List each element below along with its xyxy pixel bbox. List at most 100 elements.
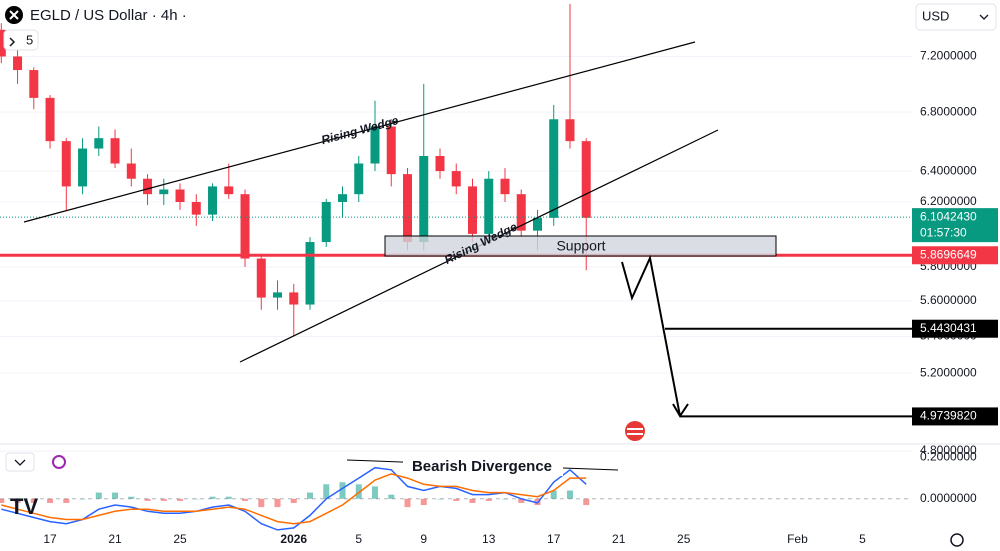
histogram-bar: [290, 498, 297, 503]
settings-icon[interactable]: [950, 533, 964, 547]
histogram-bar: [128, 496, 135, 499]
candle-body: [451, 171, 461, 187]
candle: [451, 163, 461, 195]
refresh-icon[interactable]: [52, 455, 66, 469]
y-tick-label: 6.2000000: [920, 194, 977, 208]
candle: [370, 100, 380, 172]
currency-select[interactable]: [915, 3, 997, 31]
candle-body: [565, 119, 575, 142]
histogram-bar: [79, 498, 86, 500]
candle: [565, 3, 575, 149]
candle-body: [45, 97, 55, 142]
chevron: [14, 459, 26, 466]
candle: [321, 198, 331, 247]
y-tick-label: 0.0000000: [920, 491, 977, 505]
histogram-bar: [388, 494, 395, 499]
candle: [126, 148, 136, 187]
candle-body: [370, 126, 380, 164]
candle-body: [110, 138, 120, 164]
histogram-bar: [0, 498, 5, 503]
candle: [549, 104, 559, 226]
divergence-label: Bearish Divergence: [412, 458, 552, 475]
candle-body: [305, 242, 315, 305]
candle-body: [321, 201, 331, 243]
candle: [78, 138, 88, 195]
histogram-bar: [436, 498, 443, 500]
histogram-bar: [160, 498, 167, 501]
level-tag: [912, 319, 998, 338]
price-axis: 7.20000006.80000006.40000006.20000005.80…: [912, 49, 998, 457]
candle: [484, 171, 494, 243]
candle: [419, 83, 429, 251]
candle-body: [402, 174, 412, 243]
candle-body: [256, 258, 266, 298]
candle-body: [13, 56, 23, 71]
event-flag[interactable]: [625, 421, 645, 441]
x-tick-label: 25: [173, 532, 187, 546]
histogram-bar: [372, 486, 379, 499]
histogram-bar: [404, 498, 411, 508]
candle-body: [191, 201, 201, 215]
histogram-bar: [274, 498, 281, 508]
time-axis: 17 21 25 2026 5 9 13 17 21 25 Feb 5: [43, 532, 866, 546]
indicator-count: 5: [26, 32, 33, 47]
candle-body: [143, 178, 153, 195]
histogram-bar: [30, 498, 37, 503]
level-tag: [912, 407, 998, 426]
indicator-toggle[interactable]: [3, 29, 39, 51]
candle: [500, 168, 510, 202]
histogram-bar: [550, 490, 557, 499]
candle-body: [516, 194, 526, 231]
candle: [467, 178, 477, 243]
wedge-upper-line: [23, 41, 696, 223]
histogram-bar: [193, 498, 200, 500]
y-tick-label: 5.2000000: [920, 365, 977, 379]
candle-body: [78, 148, 88, 187]
divergence-label-bg: [403, 456, 563, 476]
histogram-bar: [469, 498, 476, 503]
candle-body: [126, 163, 136, 179]
histogram-bar: [177, 498, 184, 501]
candle-body: [419, 155, 429, 243]
pane-collapse[interactable]: [5, 452, 35, 472]
candle: [191, 194, 201, 226]
histogram-bar: [258, 498, 265, 508]
histogram-bar: [453, 498, 460, 501]
candle-body: [289, 292, 299, 305]
candle: [338, 186, 348, 218]
x-tick-label: 17: [547, 532, 561, 546]
marks: [0, 3, 912, 418]
candle: [224, 163, 234, 199]
candle-body: [500, 178, 510, 195]
candle-body: [240, 194, 250, 259]
histogram-bar: [47, 498, 54, 503]
currency-label: USD: [922, 8, 949, 23]
candle-body: [0, 29, 6, 57]
histogram-bar: [144, 498, 151, 501]
candle-body: [224, 186, 234, 195]
candle-body: [208, 186, 218, 215]
candle-body: [273, 292, 283, 298]
level-label: 5.4430431: [920, 321, 977, 335]
histogram-bar: [420, 498, 427, 506]
level-label: 4.9739820: [920, 409, 977, 423]
x-tick-label: 2026: [280, 532, 307, 546]
last-price-tag: [912, 208, 998, 243]
symbol-logo-mark: [9, 10, 19, 20]
x-tick-label: 17: [43, 532, 57, 546]
candle-body: [354, 163, 364, 195]
candle: [143, 174, 153, 206]
candle: [273, 280, 283, 310]
candle-body: [29, 70, 39, 98]
chevron: [979, 14, 989, 20]
histogram-bar: [583, 498, 590, 506]
projection-arrow: [621, 254, 681, 417]
candle: [159, 178, 169, 206]
histogram-bar: [485, 498, 492, 501]
histogram-bar: [209, 496, 216, 499]
symbol-title[interactable]: EGLD / US Dollar · 4h ·: [30, 7, 187, 24]
candle-body: [159, 189, 169, 195]
histogram-bar: [225, 496, 232, 499]
macd-line: [1, 473, 587, 525]
